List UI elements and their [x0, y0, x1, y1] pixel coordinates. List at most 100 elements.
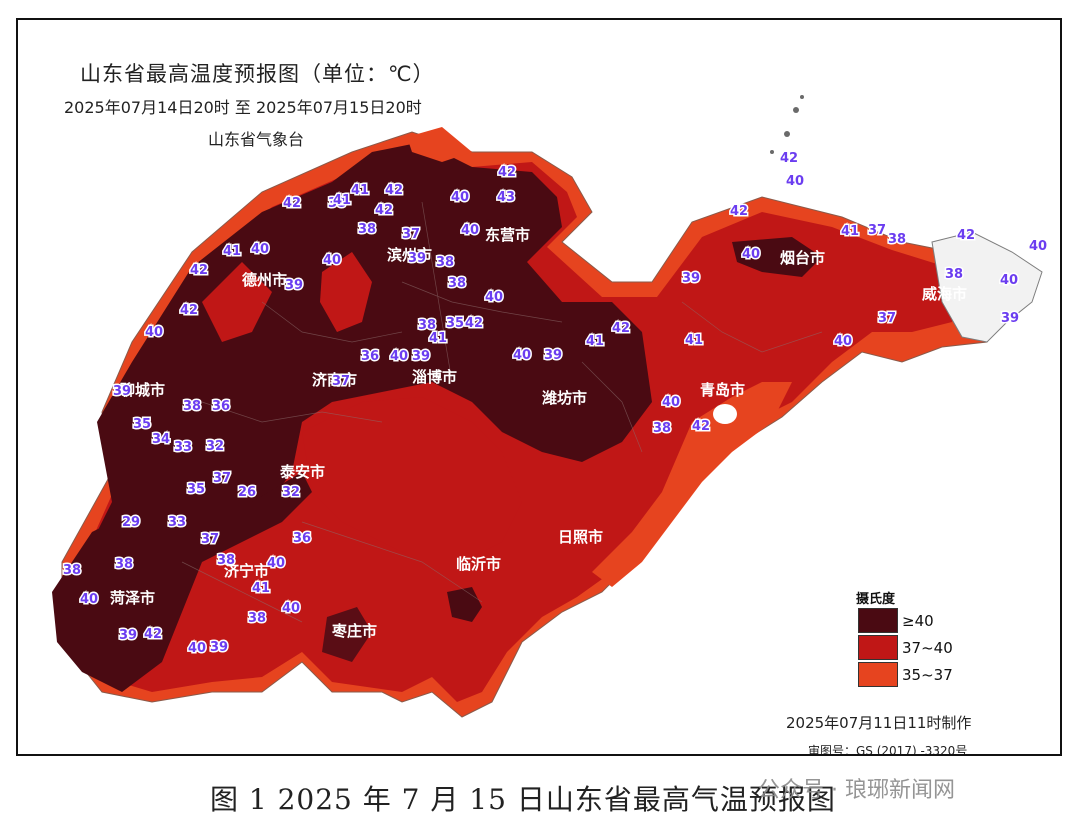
temperature-value: 42 [385, 183, 403, 198]
temperature-value: 41 [586, 334, 604, 349]
zone-ge40-southwest [52, 472, 312, 692]
temperature-value: 38 [63, 563, 81, 578]
zone-37-40-mid [320, 252, 372, 332]
temperature-value: 39 [544, 348, 562, 363]
zone-37-40-west [202, 262, 272, 342]
weihai-tip [931, 231, 1043, 343]
temperature-value: 40 [267, 556, 285, 571]
temperature-value: 29 [122, 515, 140, 530]
temperature-value: 34 [152, 432, 170, 447]
city-label-jinan: 济南市 [312, 371, 357, 389]
temperature-value: 42 [692, 419, 710, 434]
temperature-value: 38 [115, 557, 133, 572]
temperature-value: 36 [293, 531, 311, 546]
zone-ge40-small2 [322, 607, 372, 662]
city-label-zibo: 淄博市 [412, 368, 457, 386]
temperature-value: 43 [497, 190, 515, 205]
temperature-value: 37 [402, 227, 420, 242]
legend-label: ≥40 [902, 611, 934, 630]
legend-item-35-37: 35~37 [858, 662, 953, 687]
temperature-value: 37 [878, 311, 896, 326]
city-label-taian: 泰安市 [279, 463, 325, 481]
zone-ge40-east [732, 237, 822, 277]
zone-37-40-center [302, 397, 522, 562]
temperature-value: 40 [786, 174, 804, 189]
temperature-value: 39 [119, 628, 137, 643]
temperature-value: 38 [328, 196, 346, 211]
temperature-value: 40 [80, 592, 98, 607]
temperature-value: 35 [187, 482, 205, 497]
city-label-heze: 菏泽市 [110, 589, 155, 607]
temperature-value: 38 [248, 611, 266, 626]
temperature-value: 39 [1001, 311, 1019, 326]
issuing-agency: 山东省气象台 [208, 130, 305, 149]
temperature-value: 39 [285, 278, 303, 293]
temperature-value: 37 [868, 223, 886, 238]
temperature-value: 40 [1000, 273, 1018, 288]
temperature-value: 40 [390, 349, 408, 364]
city-label-dongying: 东营市 [485, 226, 530, 244]
temperature-value: 41 [351, 183, 369, 198]
temperature-value: 40 [1029, 239, 1047, 254]
temperature-value: 38 [888, 232, 906, 247]
temperature-value: 42 [180, 303, 198, 318]
city-label-rizhao: 日照市 [558, 528, 603, 546]
temperature-value: 42 [375, 203, 393, 218]
city-label-weifang: 潍坊市 [542, 389, 587, 407]
temperature-value: 38 [945, 267, 963, 282]
temperature-value: 39 [412, 349, 430, 364]
temperature-value: 42 [498, 165, 516, 180]
temperature-value: 40 [323, 253, 341, 268]
legend-label: 37~40 [902, 638, 953, 657]
map-title: 山东省最高温度预报图（单位：℃） [80, 62, 435, 86]
temperature-value: 36 [361, 349, 379, 364]
temperature-value: 40 [251, 242, 269, 257]
production-date: 2025年07月11日11时制作 [786, 714, 972, 732]
legend-item-37-40: 37~40 [858, 635, 953, 660]
temperature-value: 32 [282, 485, 300, 500]
temperature-value: 39 [113, 384, 131, 399]
temperature-value: 38 [448, 276, 466, 291]
city-label-jining: 济宁市 [224, 562, 269, 580]
legend-swatch [858, 608, 898, 633]
temperature-value: 37 [213, 471, 231, 486]
temperature-value: 38 [217, 553, 235, 568]
temperature-value: 39 [210, 640, 228, 655]
temperature-value: 39 [682, 271, 700, 286]
city-label-linyi: 临沂市 [456, 555, 501, 573]
temperature-value: 42 [283, 196, 301, 211]
temperature-value: 40 [834, 334, 852, 349]
zone-35-37-north [407, 127, 472, 162]
temperature-value: 41 [223, 244, 241, 259]
temperature-value: 42 [465, 316, 483, 331]
zone-35-37-coast [592, 382, 792, 587]
temperature-value: 35 [133, 417, 151, 432]
temperature-value: 42 [144, 627, 162, 642]
temperature-value: 38 [653, 421, 671, 436]
city-label-weihai: 威海市 [922, 285, 967, 303]
temperature-value: 35 [446, 316, 464, 331]
temperature-value: 39 [408, 251, 426, 266]
temperature-value: 33 [174, 440, 192, 455]
legend-swatch [858, 635, 898, 660]
temperature-value: 42 [730, 204, 748, 219]
city-label-qingdao: 青岛市 [700, 381, 745, 399]
temperature-value: 36 [212, 399, 230, 414]
temperature-value: 40 [485, 290, 503, 305]
temperature-value: 38 [418, 318, 436, 333]
watermark: 公众号 · 琅琊新闻网 [758, 778, 955, 803]
city-label-yantai: 烟台市 [780, 249, 825, 267]
legend-item-ge40: ≥40 [858, 608, 934, 633]
temperature-value: 32 [206, 439, 224, 454]
temperature-value: 40 [662, 395, 680, 410]
temperature-value: 41 [252, 581, 270, 596]
city-label-dezhou: 德州市 [242, 271, 287, 289]
temperature-value: 40 [282, 601, 300, 616]
temperature-value: 38 [436, 255, 454, 270]
temperature-value: 40 [451, 190, 469, 205]
temperature-value: 40 [742, 247, 760, 262]
city-label-zaozhuang: 枣庄市 [331, 622, 377, 640]
city-label-liaocheng: 聊城市 [120, 381, 165, 399]
city-label-binzhou: 滨州市 [387, 246, 432, 264]
